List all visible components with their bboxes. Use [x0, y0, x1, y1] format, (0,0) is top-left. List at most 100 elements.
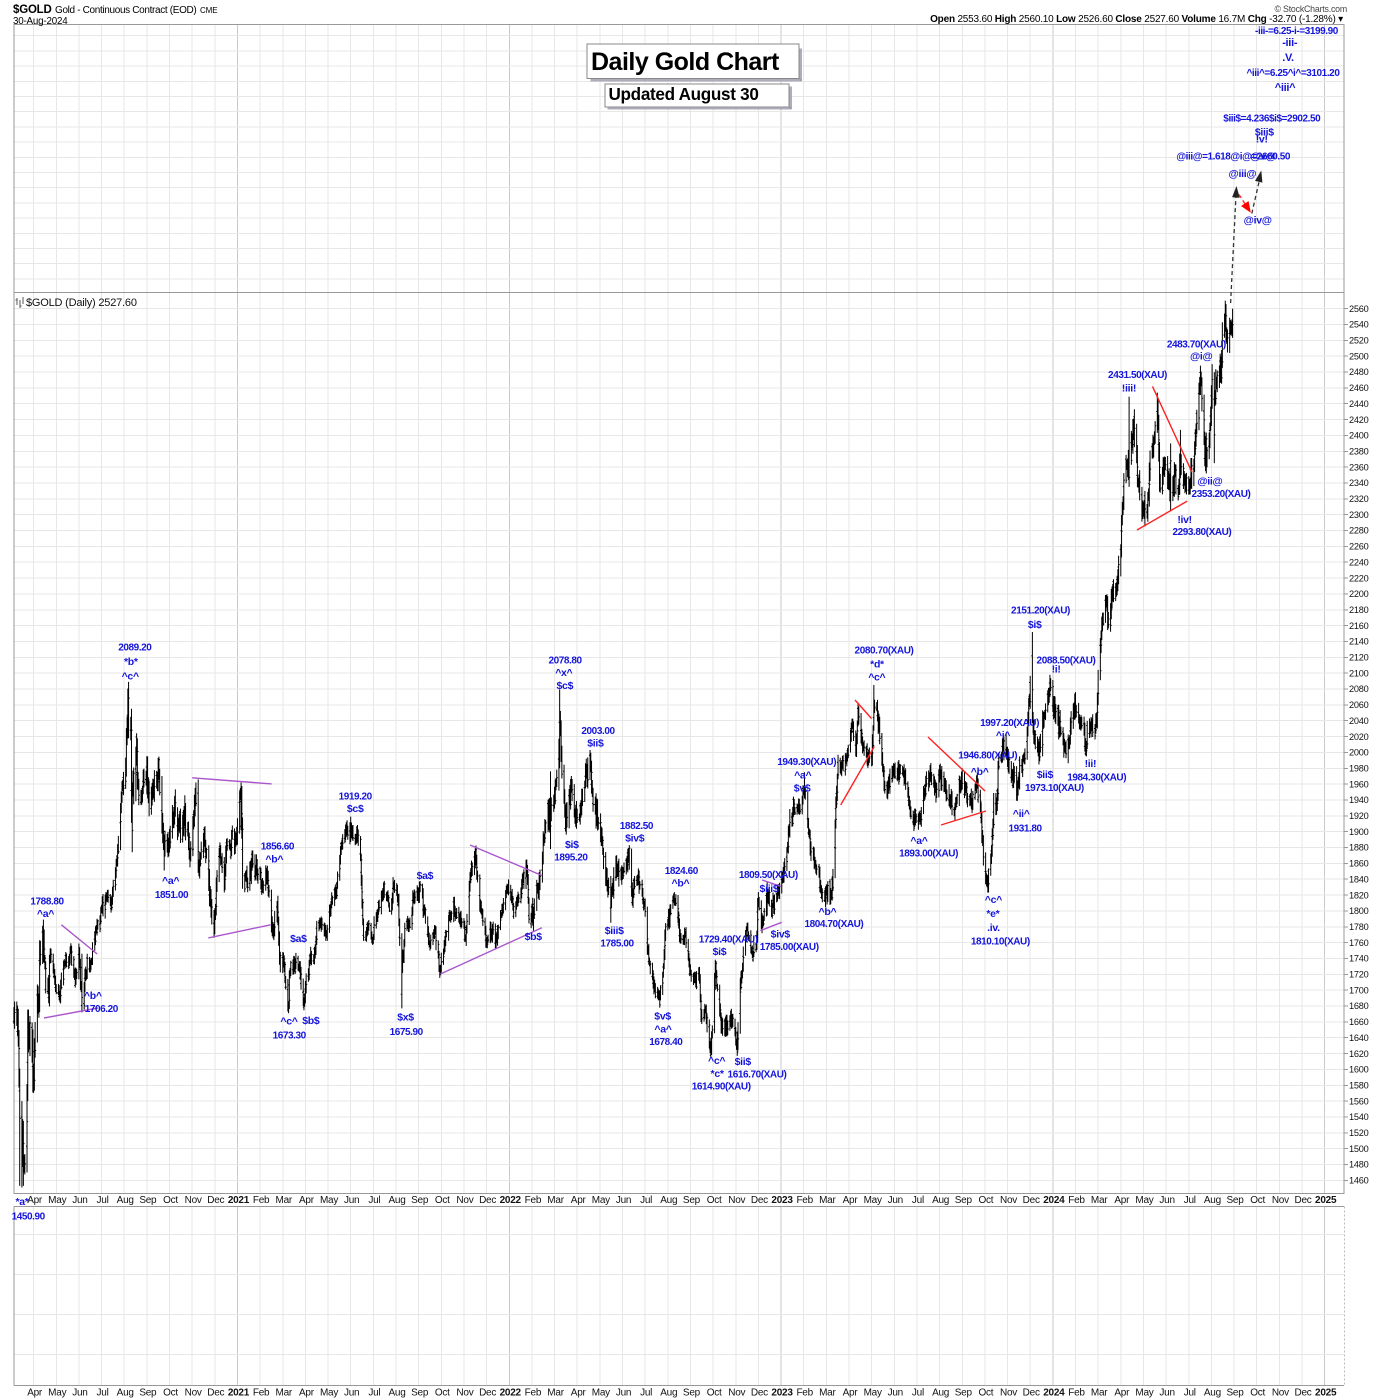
svg-text:2420: 2420: [1349, 415, 1369, 425]
svg-text:Jun: Jun: [616, 1195, 631, 1206]
svg-text:1984.30(XAU): 1984.30(XAU): [1067, 773, 1126, 784]
svg-text:2440: 2440: [1349, 399, 1369, 409]
svg-text:1614.90(XAU): 1614.90(XAU): [692, 1082, 751, 1093]
svg-text:2089.20: 2089.20: [118, 643, 152, 654]
svg-text:Jun: Jun: [888, 1195, 903, 1206]
svg-text:CME: CME: [200, 6, 217, 15]
svg-text:Oct: Oct: [978, 1195, 993, 1206]
svg-text:1760: 1760: [1349, 938, 1369, 948]
svg-text:Open 2553.60 High 2560.10 Low: Open 2553.60 High 2560.10 Low 2526.60 Cl…: [930, 14, 1343, 25]
svg-text:^a^: ^a^: [794, 770, 811, 782]
svg-text:2003.00: 2003.00: [581, 726, 615, 737]
svg-text:1460: 1460: [1349, 1176, 1369, 1186]
svg-text:May: May: [48, 1195, 66, 1206]
svg-text:2022: 2022: [500, 1195, 522, 1206]
svg-text:1840: 1840: [1349, 874, 1369, 884]
svg-text:2151.20(XAU): 2151.20(XAU): [1011, 605, 1070, 616]
svg-text:$i$: $i$: [713, 946, 727, 958]
svg-text:Feb: Feb: [796, 1388, 813, 1399]
svg-text:2088.50(XAU): 2088.50(XAU): [1037, 656, 1096, 667]
svg-text:$b$: $b$: [525, 931, 543, 943]
svg-text:2260: 2260: [1349, 542, 1369, 552]
svg-text:Nov: Nov: [1000, 1388, 1017, 1399]
svg-text:May: May: [320, 1195, 338, 1206]
svg-text:1616.70(XAU): 1616.70(XAU): [728, 1070, 787, 1081]
svg-text:May: May: [1135, 1388, 1153, 1399]
svg-text:*b*: *b*: [124, 656, 139, 668]
svg-text:1729.40(XAU): 1729.40(XAU): [699, 935, 758, 946]
svg-text:30-Aug-2024: 30-Aug-2024: [13, 16, 68, 27]
svg-text:2025: 2025: [1315, 1195, 1337, 1206]
svg-text:1804.70(XAU): 1804.70(XAU): [804, 919, 863, 930]
svg-text:Sep: Sep: [683, 1195, 701, 1206]
svg-text:2200: 2200: [1349, 589, 1369, 599]
svg-text:^c^: ^c^: [122, 670, 139, 682]
svg-text:2320: 2320: [1349, 494, 1369, 504]
svg-text:Jul: Jul: [640, 1388, 652, 1399]
svg-text:1675.90: 1675.90: [390, 1027, 424, 1038]
svg-text:Mar: Mar: [276, 1195, 293, 1206]
svg-text:^a^: ^a^: [910, 835, 927, 847]
svg-text:1706.20: 1706.20: [85, 1004, 119, 1015]
svg-text:2380: 2380: [1349, 446, 1369, 456]
svg-text:Nov: Nov: [456, 1195, 473, 1206]
svg-text:.iv.: .iv.: [987, 922, 1000, 934]
svg-text:Nov: Nov: [728, 1388, 745, 1399]
svg-text:$v$: $v$: [794, 783, 811, 795]
svg-text:-iii-=6.25-i-=3199.90: -iii-=6.25-i-=3199.90: [1255, 26, 1339, 37]
svg-text:Jun: Jun: [616, 1388, 631, 1399]
svg-text:Feb: Feb: [1068, 1388, 1085, 1399]
svg-text:2520: 2520: [1349, 336, 1369, 346]
svg-text:May: May: [592, 1195, 610, 1206]
svg-text:2293.80(XAU): 2293.80(XAU): [1172, 527, 1231, 538]
svg-text:$x$: $x$: [397, 1011, 414, 1023]
svg-text:^c^: ^c^: [708, 1055, 725, 1067]
svg-text:Jun: Jun: [1159, 1195, 1174, 1206]
svg-text:Sep: Sep: [411, 1388, 429, 1399]
svg-text:May: May: [592, 1388, 610, 1399]
svg-text:Jul: Jul: [97, 1388, 109, 1399]
svg-text:$iv$: $iv$: [771, 928, 791, 940]
svg-text:1824.60: 1824.60: [665, 866, 699, 877]
svg-text:Nov: Nov: [185, 1195, 202, 1206]
svg-text:$ii$: $ii$: [735, 1056, 752, 1068]
svg-text:1600: 1600: [1349, 1065, 1369, 1075]
svg-text:Nov: Nov: [1272, 1388, 1289, 1399]
svg-text:1860: 1860: [1349, 859, 1369, 869]
svg-text:Aug: Aug: [1204, 1195, 1221, 1206]
svg-text:Jun: Jun: [72, 1388, 87, 1399]
svg-text:^c^: ^c^: [868, 671, 885, 683]
svg-text:Dec: Dec: [1294, 1195, 1311, 1206]
svg-text:1880: 1880: [1349, 843, 1369, 853]
svg-text:Feb: Feb: [253, 1195, 270, 1206]
svg-text:May: May: [864, 1388, 882, 1399]
svg-text:!iv!: !iv!: [1177, 514, 1192, 526]
svg-text:@v@: @v@: [1250, 151, 1275, 163]
svg-text:2160: 2160: [1349, 621, 1369, 631]
svg-text:2023: 2023: [771, 1195, 793, 1206]
svg-text:!v!: !v!: [1256, 134, 1268, 146]
svg-text:1960: 1960: [1349, 779, 1369, 789]
svg-text:2000: 2000: [1349, 748, 1369, 758]
svg-text:^iii^=6.25^i^=3101.20: ^iii^=6.25^i^=3101.20: [1247, 68, 1341, 79]
svg-text:$c$: $c$: [347, 803, 364, 815]
svg-text:Updated August 30: Updated August 30: [609, 85, 759, 104]
svg-text:^a^: ^a^: [654, 1024, 671, 1036]
svg-text:$iii$=4.236$i$=2902.50: $iii$=4.236$i$=2902.50: [1223, 113, 1321, 124]
svg-text:^b^: ^b^: [819, 906, 837, 918]
svg-text:$c$: $c$: [556, 680, 573, 692]
svg-text:Jul: Jul: [97, 1195, 109, 1206]
svg-text:2021: 2021: [228, 1388, 250, 1399]
svg-text:Oct: Oct: [163, 1388, 178, 1399]
svg-text:Aug: Aug: [932, 1388, 949, 1399]
svg-text:1893.00(XAU): 1893.00(XAU): [899, 848, 958, 859]
svg-text:1940: 1940: [1349, 795, 1369, 805]
svg-text:2100: 2100: [1349, 668, 1369, 678]
svg-text:2180: 2180: [1349, 605, 1369, 615]
svg-text:$a$: $a$: [417, 870, 434, 882]
svg-text:Mar: Mar: [547, 1195, 564, 1206]
svg-text:Aug: Aug: [660, 1388, 677, 1399]
svg-text:Oct: Oct: [978, 1388, 993, 1399]
svg-text:2431.50(XAU): 2431.50(XAU): [1108, 370, 1167, 381]
svg-text:1919.20: 1919.20: [339, 792, 373, 803]
